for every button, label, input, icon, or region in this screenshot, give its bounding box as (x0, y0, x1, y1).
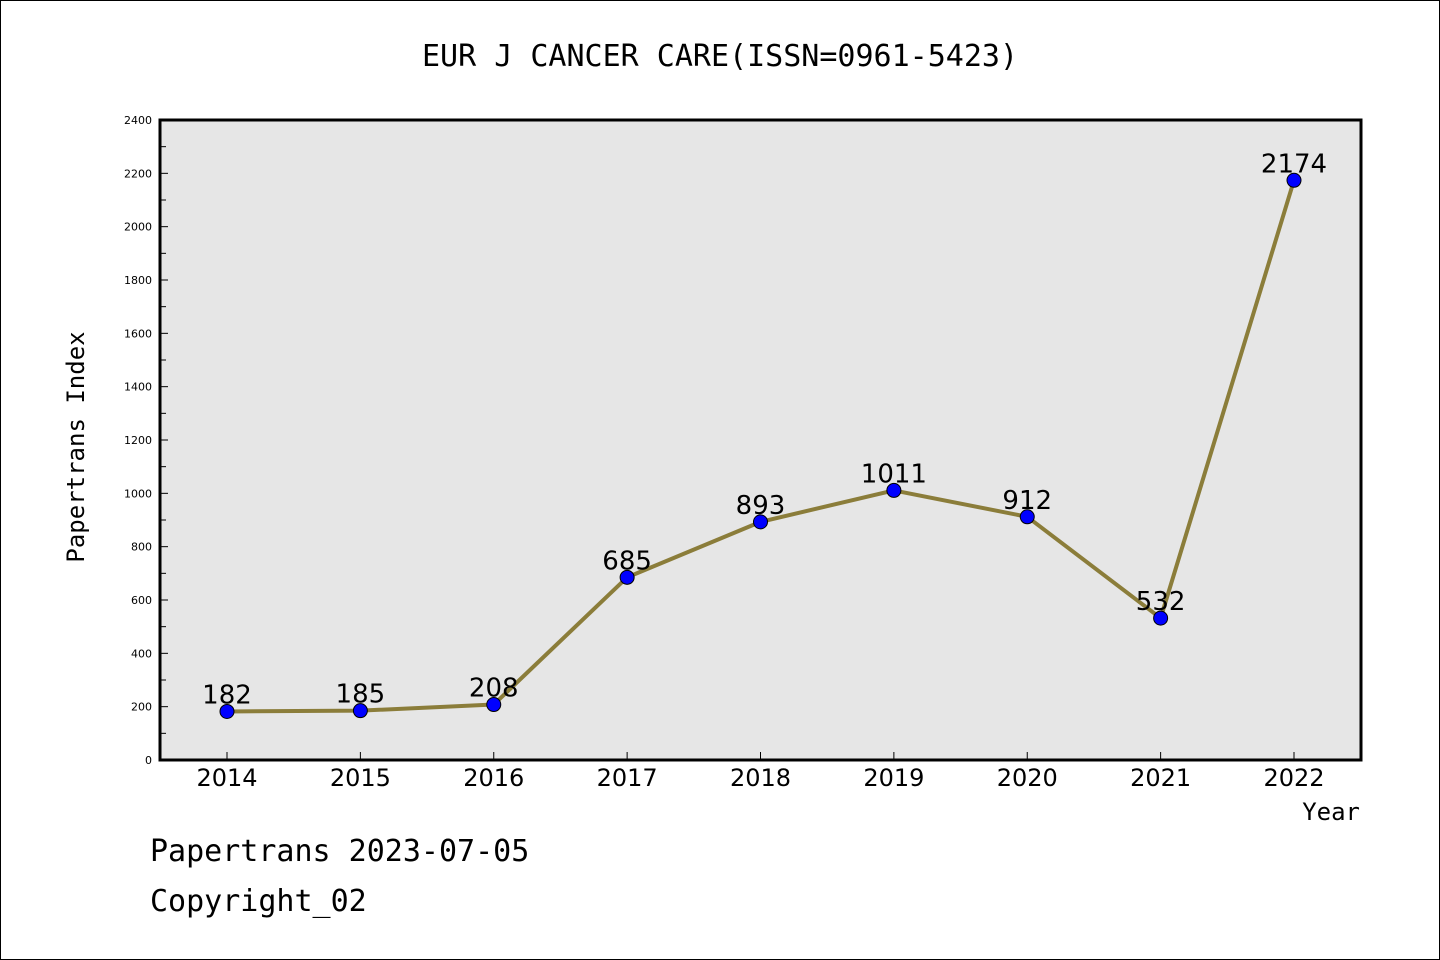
data-label: 685 (602, 546, 652, 576)
x-tick-label: 2020 (997, 764, 1058, 792)
data-markers (219, 172, 1302, 719)
y-tick-label: 200 (131, 701, 152, 714)
x-tick-label: 2014 (196, 764, 257, 792)
x-tick-label: 2018 (730, 764, 791, 792)
data-point (619, 569, 635, 585)
y-tick-label: 800 (131, 541, 152, 554)
x-axis: 2014 2015 2016 2017 2018 2019 2020 2021 2022 (196, 752, 1325, 792)
data-label: 208 (469, 674, 519, 704)
y-tick-label: 0 (145, 754, 152, 767)
x-tick-label: 2019 (863, 764, 924, 792)
data-point (753, 514, 768, 530)
data-point (219, 703, 235, 719)
y-tick-label: 1200 (124, 434, 152, 447)
x-tick-label: 2016 (463, 764, 524, 792)
data-labels: 182 185 208 685 893 1011 912 532 2174 (202, 149, 1327, 710)
data-point (886, 482, 902, 498)
footer-copyright: Copyright_02 (150, 884, 367, 919)
y-tick-label: 1600 (124, 327, 152, 340)
x-tick-label: 2022 (1263, 764, 1324, 792)
x-axis-label: Year (1302, 798, 1360, 826)
data-label: 893 (736, 491, 786, 521)
y-tick-label: 1000 (124, 487, 152, 500)
data-label: 912 (1002, 486, 1052, 516)
x-tick-label: 2017 (597, 764, 658, 792)
data-point (1153, 610, 1169, 626)
y-tick-label: 2000 (124, 221, 152, 234)
data-label: 185 (336, 680, 386, 710)
data-point (486, 697, 502, 713)
y-tick-label: 1400 (124, 381, 152, 394)
data-label: 532 (1136, 587, 1186, 617)
x-tick-label: 2015 (330, 764, 391, 792)
chart-title: EUR J CANCER CARE(ISSN=0961-5423) (422, 39, 1018, 74)
footer-date: Papertrans 2023-07-05 (150, 834, 530, 869)
data-label: 2174 (1261, 149, 1327, 179)
y-tick-label: 2400 (124, 114, 152, 127)
y-tick-label: 2200 (124, 167, 152, 180)
data-point (352, 703, 368, 719)
data-label: 1011 (861, 459, 927, 489)
y-axis: 0 200 400 600 800 1000 1200 1400 1600 1800 2000 220… (124, 114, 168, 767)
data-label: 182 (202, 680, 252, 710)
x-tick-label: 2021 (1130, 764, 1191, 792)
plot-area (158, 118, 1363, 762)
y-tick-label: 1800 (124, 274, 152, 287)
y-tick-label: 600 (131, 594, 152, 607)
y-tick-label: 400 (131, 647, 152, 660)
y-axis-label: Papertrans Index (62, 331, 90, 562)
data-point (1286, 172, 1302, 188)
data-point (1019, 509, 1035, 525)
